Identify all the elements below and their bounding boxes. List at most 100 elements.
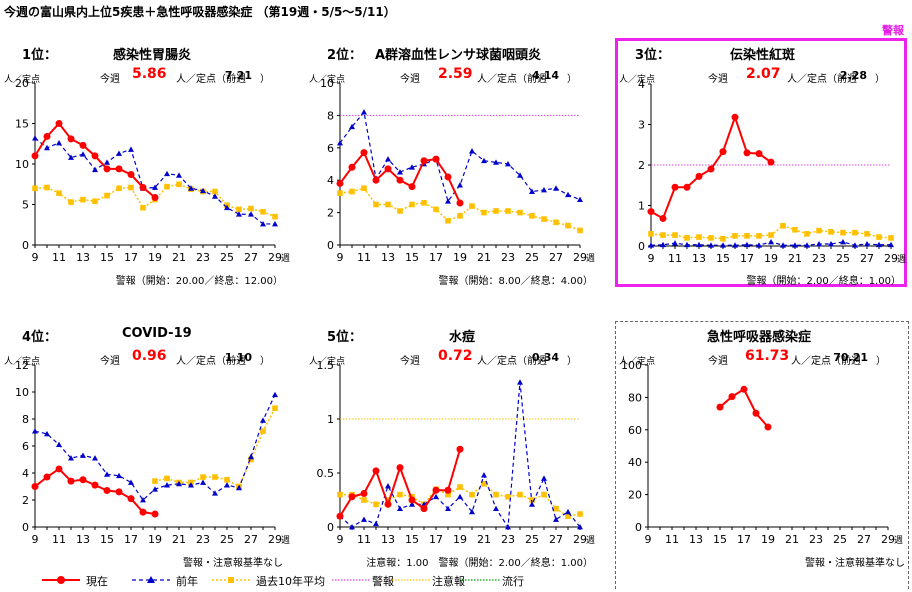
panel-rank: 2位： <box>327 48 363 63</box>
data-point-last-year <box>104 159 110 165</box>
data-point-avg10 <box>708 235 714 241</box>
data-point-avg10 <box>888 235 894 241</box>
data-point-avg10 <box>756 233 762 239</box>
this-week-label: 今週 <box>400 356 420 367</box>
x-axis-label: 週 <box>586 535 595 546</box>
data-point-avg10 <box>469 203 475 209</box>
y-tick-label: 60 <box>628 424 642 437</box>
data-point-avg10 <box>32 185 38 192</box>
data-point-last-year <box>32 428 38 434</box>
y-tick-label: 5 <box>22 199 29 212</box>
y-tick-label: 0 <box>22 239 29 252</box>
data-point-last-year <box>720 242 726 248</box>
y-unit-label: 人／定点 <box>4 357 41 367</box>
data-point-current <box>716 403 724 411</box>
chart-panel-5: 5位： 水痘 今週 0.72 人／定点（前週 0.34 ） 人／定点 注意報：1.00 警報（開… <box>305 322 605 572</box>
data-point-avg10 <box>481 481 487 487</box>
data-point-current <box>115 488 123 496</box>
y-tick-label: 40 <box>628 456 642 469</box>
data-point-avg10 <box>224 476 230 483</box>
data-point-avg10 <box>493 491 499 498</box>
x-axis-label: 週 <box>897 254 906 265</box>
data-point-avg10 <box>852 229 858 236</box>
data-point-current <box>456 445 464 453</box>
data-point-last-year <box>68 154 74 160</box>
legend-advisory-swatch <box>392 579 430 581</box>
x-tick-label: 23 <box>501 251 515 264</box>
data-point-avg10 <box>56 190 62 196</box>
data-point-last-year <box>445 198 451 204</box>
data-point-avg10 <box>445 491 451 498</box>
panel-disease-name: 水痘 <box>449 330 476 345</box>
data-point-current <box>127 171 135 179</box>
data-point-last-year <box>529 501 535 507</box>
data-point-avg10 <box>517 491 523 498</box>
x-tick-label: 27 <box>244 533 258 546</box>
x-tick-label: 29 <box>881 533 895 546</box>
y-unit-label: 人／定点 <box>619 357 656 367</box>
data-point-current <box>752 409 760 417</box>
data-point-avg10 <box>469 491 475 498</box>
x-tick-label: 29 <box>573 533 587 546</box>
x-tick-label: 27 <box>549 251 563 264</box>
data-point-avg10 <box>248 456 254 463</box>
y-unit-label: 人／定点 <box>4 75 41 85</box>
data-point-current <box>43 132 51 140</box>
data-point-avg10 <box>457 213 463 219</box>
x-tick-label: 19 <box>764 252 778 265</box>
data-point-avg10 <box>768 232 774 238</box>
y-tick-label: 6 <box>327 142 334 155</box>
panel-disease-name: A群溶血性レンサ球菌咽頭炎 <box>375 48 542 63</box>
close-paren: ） <box>876 356 886 367</box>
data-point-last-year <box>236 484 242 491</box>
this-week-label: 今週 <box>400 74 420 85</box>
x-tick-label: 27 <box>244 251 258 264</box>
threshold-note: 警報（開始：8.00／終息：4.00） <box>438 276 593 287</box>
this-week-label: 今週 <box>100 74 120 85</box>
x-tick-label: 19 <box>148 533 162 546</box>
chart-plot-1: 0 5 10 15 20 9 11 13 15 17 19 21 23 25 27 29 週 <box>15 77 290 264</box>
chart-panel-4: 4位： COVID-19 今週 0.96 人／定点（前週 1.10 ） 人／定点 警報・注意報基… <box>0 322 300 572</box>
data-point-last-year <box>188 482 194 488</box>
data-point-last-year <box>409 501 415 507</box>
x-tick-label: 9 <box>32 251 39 264</box>
data-point-last-year <box>248 211 254 217</box>
data-point-avg10 <box>361 497 367 503</box>
data-point-avg10 <box>505 208 511 214</box>
threshold-note: 警報・注意報基準なし <box>805 558 905 569</box>
data-point-avg10 <box>648 231 654 237</box>
x-tick-label: 9 <box>337 251 344 264</box>
data-point-last-year <box>768 238 774 245</box>
data-point-last-year <box>517 379 523 385</box>
data-point-current <box>444 173 452 181</box>
x-axis-label: 週 <box>894 535 903 546</box>
data-point-current <box>360 490 368 498</box>
data-point-avg10 <box>720 235 726 242</box>
x-axis-label: 週 <box>281 253 290 264</box>
data-point-avg10 <box>744 233 750 239</box>
data-point-last-year <box>481 157 487 164</box>
data-point-last-year <box>804 242 810 248</box>
chart-plot-4: 0 2 4 6 8 10 12 9 11 13 15 17 19 21 23 25 27 29 週 <box>15 359 290 546</box>
data-point-current <box>647 208 655 216</box>
x-tick-label: 19 <box>148 251 162 264</box>
y-tick-label: 1 <box>638 200 645 213</box>
x-tick-label: 19 <box>761 533 775 546</box>
x-tick-label: 9 <box>337 533 344 546</box>
x-tick-label: 25 <box>220 251 234 264</box>
panel-rank: 5位： <box>327 330 363 345</box>
prev-week-value: 4.14 <box>531 69 559 82</box>
x-tick-label: 29 <box>268 533 282 546</box>
data-point-avg10 <box>816 227 822 234</box>
data-point-last-year <box>852 242 858 248</box>
y-tick-label: 0 <box>327 521 334 534</box>
data-point-avg10 <box>409 201 415 208</box>
series-line-last-year <box>34 137 275 225</box>
data-point-last-year <box>577 196 583 203</box>
data-point-avg10 <box>421 200 427 206</box>
y-tick-label: 4 <box>327 174 334 187</box>
data-point-avg10 <box>541 216 547 222</box>
data-point-current <box>127 495 135 503</box>
y-tick-label: 4 <box>22 467 29 480</box>
x-tick-label: 15 <box>713 533 727 546</box>
